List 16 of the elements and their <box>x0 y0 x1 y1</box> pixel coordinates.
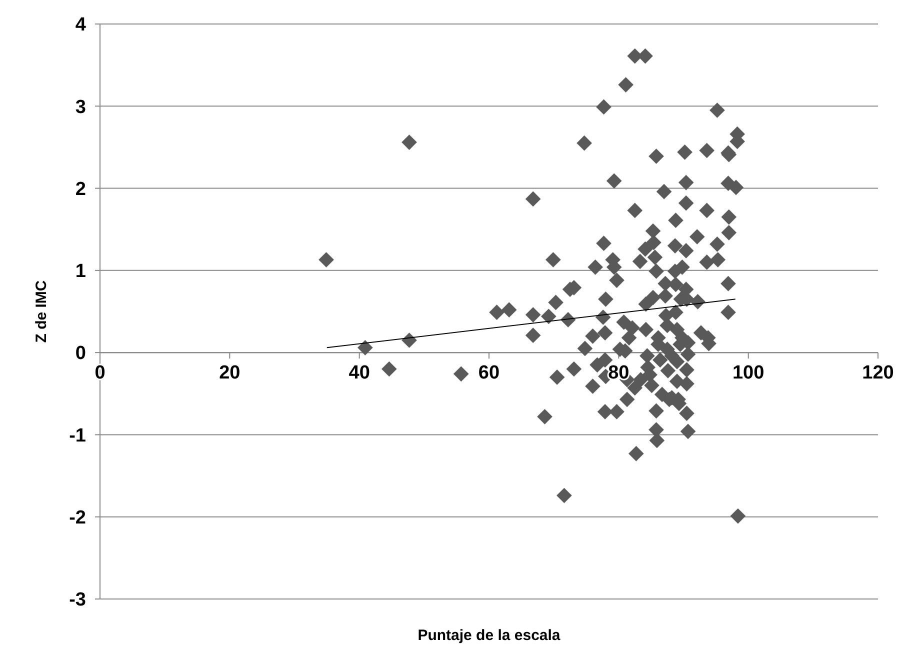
y-tick-label: -3 <box>69 590 86 611</box>
y-tick-label: -2 <box>69 508 86 529</box>
y-tick-label: -1 <box>69 425 86 446</box>
x-tick-label: 60 <box>478 362 500 384</box>
y-axis-title: Z de IMC <box>33 280 50 343</box>
x-tick-label: 40 <box>348 362 370 384</box>
x-tick-label: 100 <box>732 362 764 384</box>
y-tick-label: 0 <box>75 343 86 364</box>
y-tick-label: 2 <box>75 178 86 200</box>
x-tick-label: 20 <box>219 362 240 384</box>
x-tick-label: 120 <box>862 362 894 384</box>
y-tick-label: 3 <box>75 96 86 118</box>
y-tick-label: 1 <box>75 261 86 282</box>
x-axis-title: Puntaje de la escala <box>418 627 561 644</box>
x-tick-label: 0 <box>94 362 106 384</box>
y-tick-label: 4 <box>75 14 86 36</box>
